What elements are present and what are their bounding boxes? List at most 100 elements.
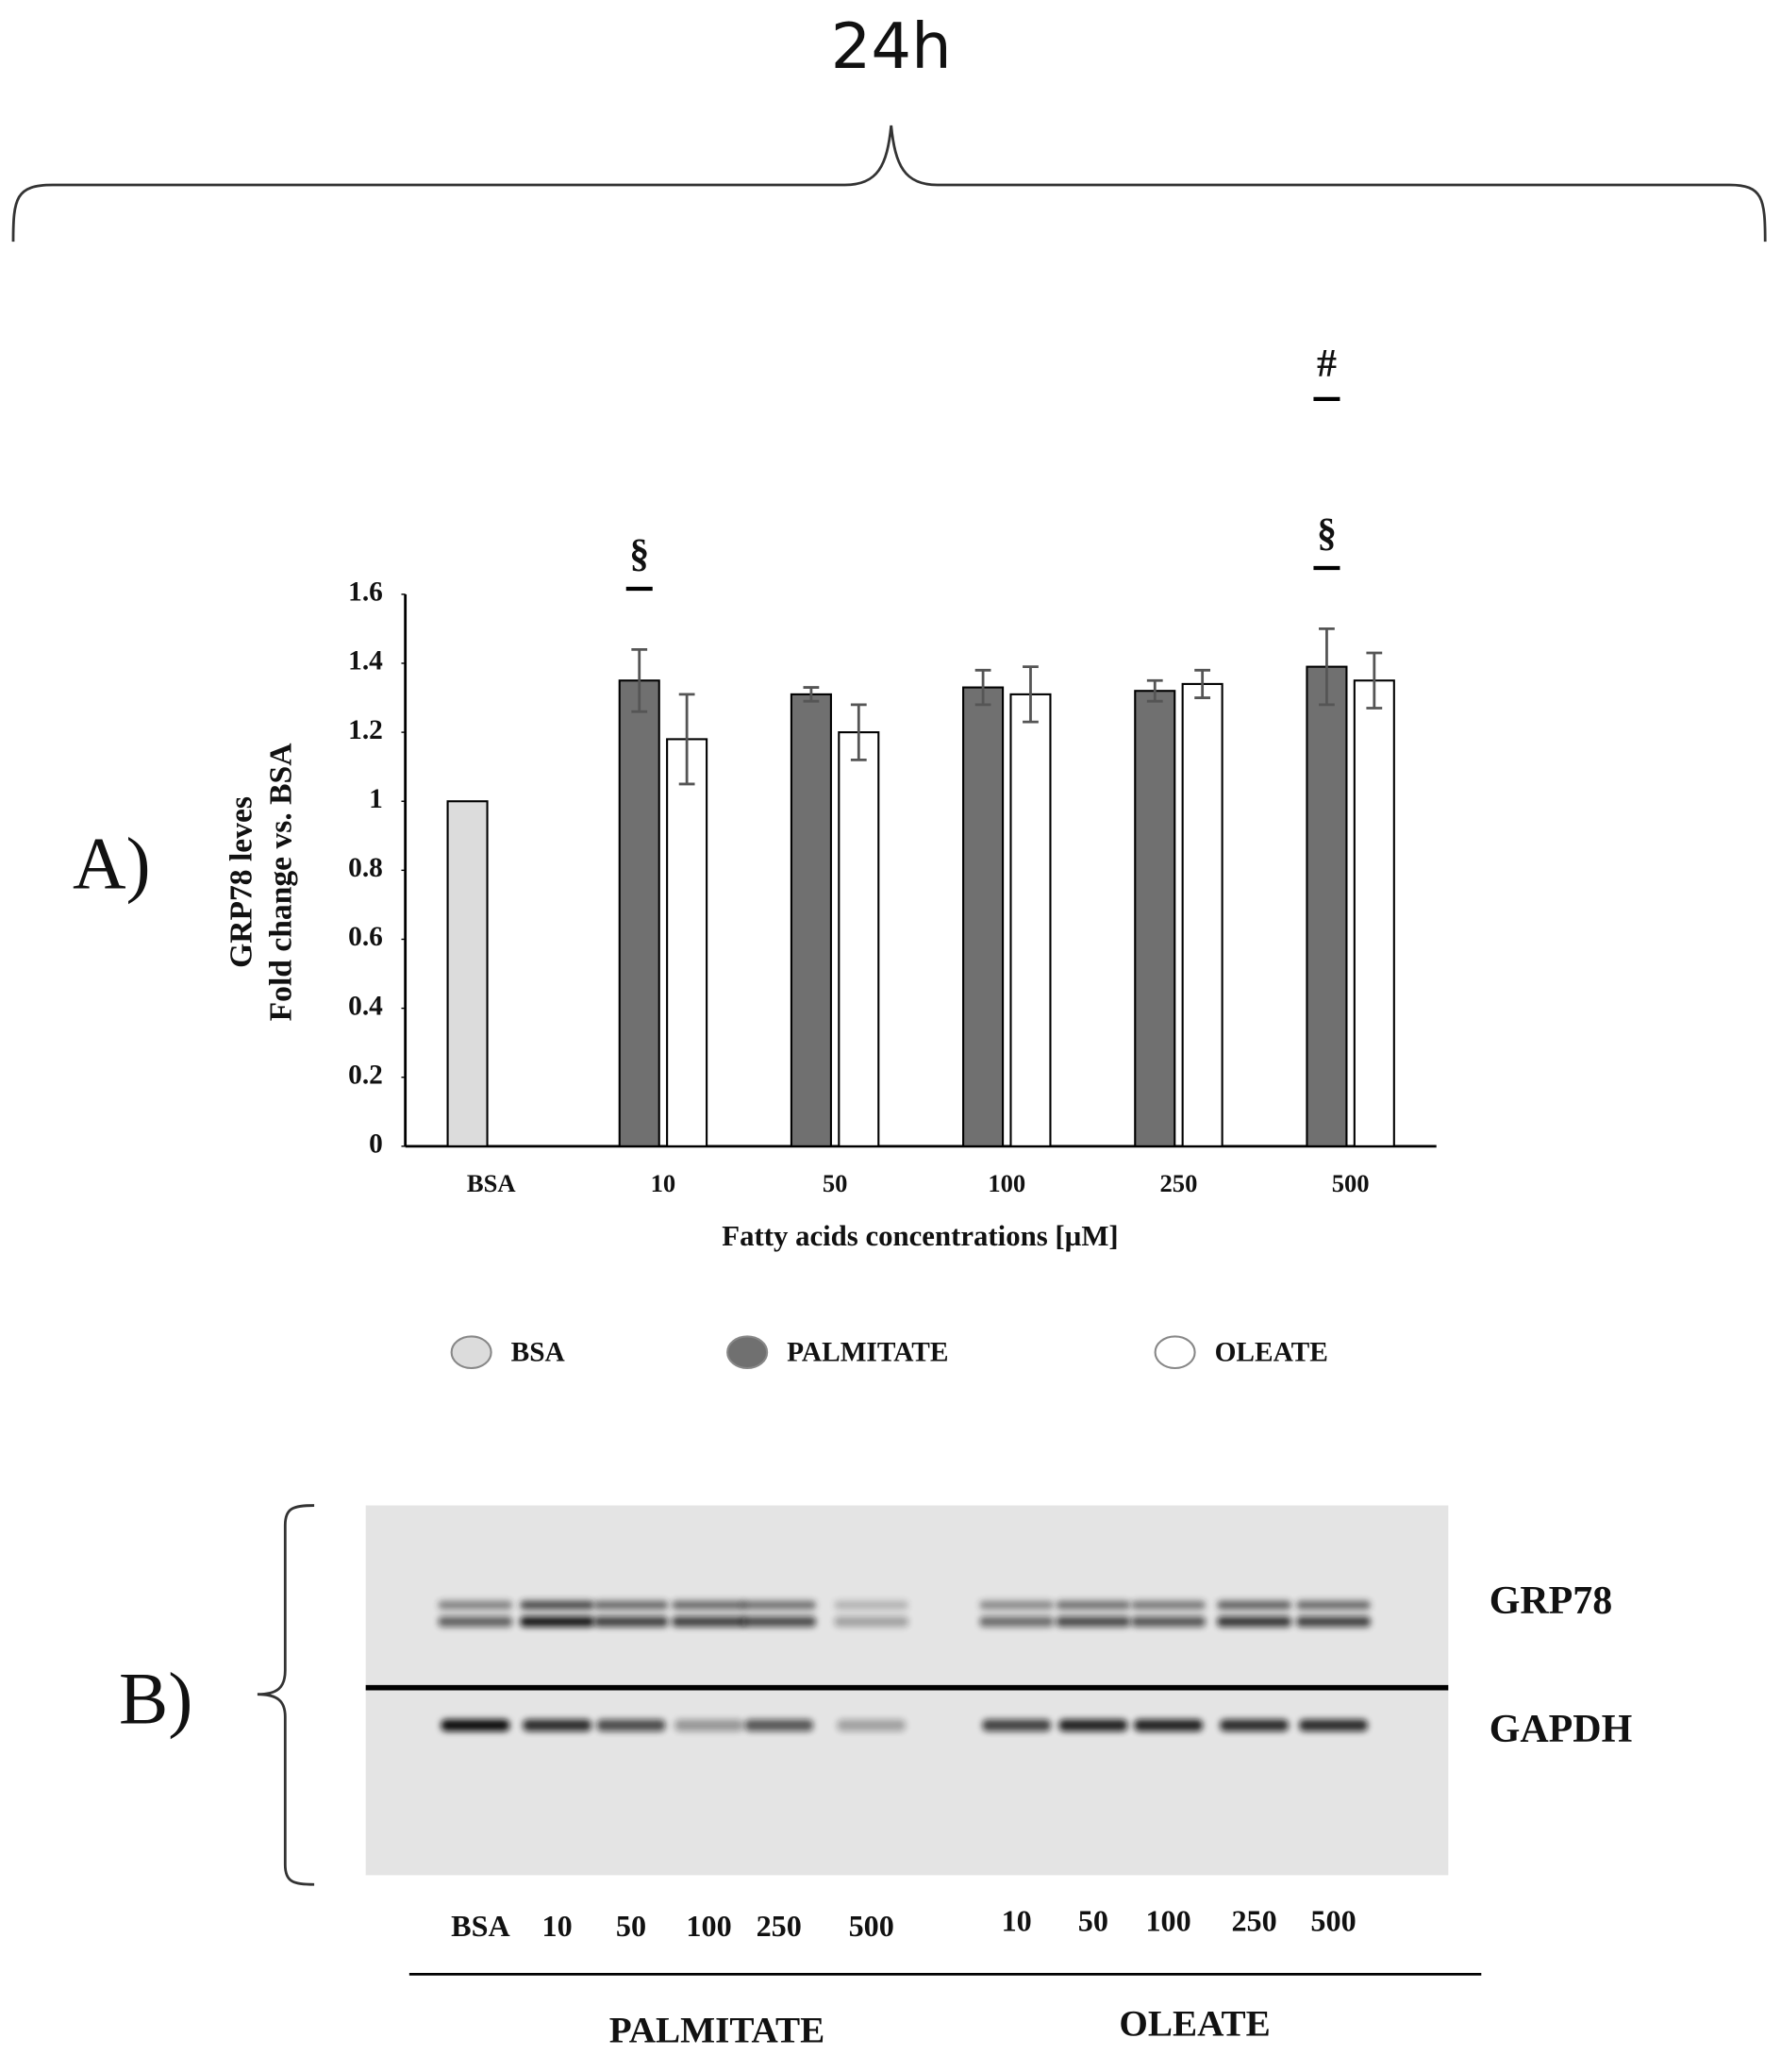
- band: [834, 1616, 908, 1628]
- lane-label: 10: [542, 1909, 573, 1943]
- band: [982, 1719, 1052, 1731]
- bar: [962, 686, 1005, 1147]
- lane-label: 250: [757, 1909, 802, 1943]
- panel-label: A): [73, 823, 151, 905]
- band: [523, 1719, 592, 1731]
- band: [1296, 1600, 1371, 1611]
- bar: [1353, 679, 1395, 1147]
- band: [672, 1616, 746, 1628]
- lane-label: 100: [686, 1909, 731, 1943]
- error-bar: [803, 686, 820, 703]
- y-tick-label: 1.6: [348, 577, 383, 608]
- x-tick-label: 10: [651, 1169, 676, 1197]
- annotation: §: [1317, 511, 1337, 555]
- lane-label: 50: [616, 1909, 646, 1943]
- y-tick-label: 0: [369, 1129, 383, 1160]
- bar: [1009, 693, 1052, 1147]
- legend-label: BSA: [511, 1338, 565, 1368]
- error-bar: [974, 668, 991, 707]
- band: [1131, 1616, 1206, 1628]
- bar: [666, 738, 708, 1147]
- x-tick-label: 500: [1332, 1169, 1370, 1197]
- band: [837, 1719, 907, 1731]
- legend-marker: [1154, 1335, 1196, 1370]
- legend-label: PALMITATE: [787, 1338, 948, 1368]
- lane-label: BSA: [451, 1909, 510, 1943]
- brace: [257, 1504, 315, 1886]
- annotation: #: [1317, 343, 1337, 386]
- error-bar: [1319, 627, 1335, 707]
- lane-label: 100: [1145, 1904, 1190, 1938]
- band: [979, 1600, 1054, 1611]
- x-tick-label: BSA: [467, 1169, 516, 1197]
- band: [520, 1616, 594, 1628]
- bar: [446, 800, 489, 1147]
- y-tick-label: 0.2: [348, 1060, 383, 1090]
- band: [674, 1719, 743, 1731]
- y-tick-label: 0.6: [348, 922, 383, 952]
- lane-label: 500: [1310, 1904, 1356, 1938]
- bar: [1134, 690, 1176, 1147]
- bar: [1306, 665, 1348, 1147]
- protein-label: GAPDH: [1490, 1708, 1633, 1751]
- band: [979, 1616, 1054, 1628]
- y-tick-label: 1: [369, 784, 383, 814]
- bar: [790, 693, 832, 1147]
- legend-label: OLEATE: [1215, 1338, 1328, 1368]
- band: [593, 1600, 669, 1611]
- band: [438, 1600, 513, 1611]
- x-tick-label: 250: [1160, 1169, 1198, 1197]
- group-label: OLEATE: [1119, 2003, 1270, 2044]
- band: [1056, 1600, 1131, 1611]
- lane-label: 10: [1002, 1904, 1032, 1938]
- error-bar: [631, 647, 648, 713]
- bar: [618, 679, 660, 1147]
- error-bar: [1146, 678, 1163, 703]
- band: [438, 1616, 513, 1628]
- blot-bands: [438, 1600, 1371, 1731]
- y-axis-label: Fold change vs. BSA: [264, 744, 299, 1022]
- x-tick-label: 50: [823, 1169, 848, 1197]
- x-tick-label: 100: [988, 1169, 1025, 1197]
- lane-label: 50: [1078, 1904, 1108, 1938]
- band: [593, 1616, 669, 1628]
- band: [1058, 1719, 1128, 1731]
- group-label: PALMITATE: [609, 2010, 825, 2050]
- band: [672, 1600, 746, 1611]
- band: [441, 1719, 510, 1731]
- band: [1217, 1616, 1291, 1628]
- band: [744, 1719, 814, 1731]
- lane-label: 250: [1231, 1904, 1276, 1938]
- y-axis-label: GRP78 leves: [225, 796, 259, 968]
- annotation: §: [629, 532, 649, 576]
- error-bar: [1194, 668, 1211, 699]
- band: [834, 1600, 908, 1611]
- y-tick-label: 1.4: [348, 646, 383, 677]
- legend-marker: [450, 1335, 492, 1370]
- band: [741, 1616, 816, 1628]
- error-bar: [850, 703, 867, 761]
- band: [1299, 1719, 1368, 1731]
- band: [1134, 1719, 1203, 1731]
- protein-label: GRP78: [1490, 1579, 1613, 1623]
- band: [741, 1600, 816, 1611]
- band: [1220, 1719, 1289, 1731]
- brace: [11, 125, 1767, 242]
- panel-label: B): [119, 1657, 192, 1739]
- bar: [838, 731, 880, 1147]
- bar: [1181, 682, 1223, 1147]
- error-bar: [678, 693, 695, 786]
- y-tick-label: 1.2: [348, 715, 383, 745]
- error-bar: [1366, 651, 1383, 710]
- x-axis-label: Fatty acids concentrations [µM]: [722, 1220, 1118, 1252]
- band: [1217, 1600, 1291, 1611]
- band: [1056, 1616, 1131, 1628]
- band: [520, 1600, 594, 1611]
- band: [596, 1719, 666, 1731]
- legend-marker: [726, 1335, 769, 1370]
- y-tick-label: 0.8: [348, 853, 383, 883]
- lane-label: 500: [849, 1909, 894, 1943]
- error-bar: [1023, 665, 1039, 724]
- band: [1131, 1600, 1206, 1611]
